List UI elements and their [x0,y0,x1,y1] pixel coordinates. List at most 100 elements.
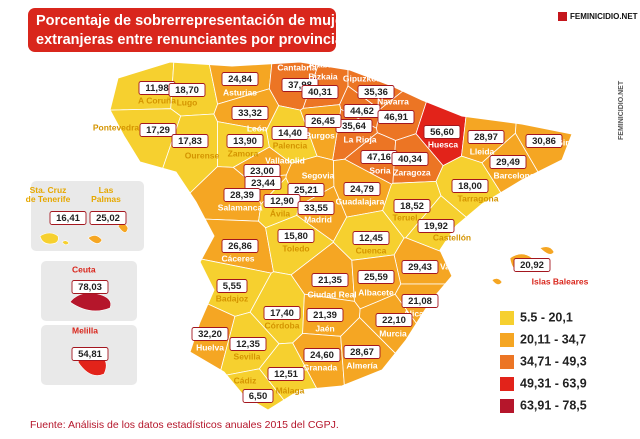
value-label: 30,86 [532,136,556,147]
province-name: Jaén [315,323,334,333]
title-box [28,8,336,52]
watermark: FEMINICIDIO.NET [618,80,625,140]
value-box [271,126,309,140]
value-label: 47,16 [367,152,391,163]
value-label: 28,97 [474,132,498,143]
province-name: Valladolid [265,155,305,165]
province-name: Cádiz [234,375,257,385]
province-name: Gipuzkoa [343,73,382,83]
value-box [377,110,415,124]
value-label: 28,67 [350,347,374,358]
value-box [263,306,301,320]
value-box [303,348,341,362]
province-name: Segovia [302,170,335,180]
value-label: 35,36 [364,87,388,98]
value-box [513,258,551,272]
value-box [89,211,127,225]
province-name: Valencia [440,261,474,271]
province-name: Salamanca [218,202,263,212]
value-box [352,231,390,245]
legend-swatch [500,333,514,347]
province-name: Huesca [428,139,459,149]
province-name: Araba/Álava [308,59,357,69]
value-label: 24,60 [310,350,334,361]
province-name: Lleida [470,146,495,156]
legend-label: 63,91 - 78,5 [520,398,587,412]
value-label: 21,35 [318,275,342,286]
province-name: Barcelona [493,170,534,180]
province [69,292,112,312]
province-name: Cáceres [221,253,254,263]
value-label: 11,98 [145,83,168,94]
value-box [423,125,461,139]
value-label: 40,31 [308,87,332,98]
value-label: 25,21 [294,185,318,196]
value-box [357,85,395,99]
province-name: La Rioja [343,134,376,144]
province-name: Albacete [358,287,394,297]
value-box [357,270,395,284]
value-box [223,188,261,202]
province-name: Alicante [403,308,436,318]
province-name: Ávila [270,208,291,218]
value-label: 26,45 [311,116,335,127]
value-box [277,229,315,243]
value-box [306,308,344,322]
value-label: 33,55 [304,203,328,214]
province-name: Zamora [228,148,259,158]
value-box [231,106,269,120]
value-box [393,199,431,213]
value-label: 18,52 [400,201,424,212]
value-label: 21,08 [408,296,432,307]
province-name: Cantabria [277,62,316,72]
value-label: 12,51 [274,369,298,380]
value-label: 25,02 [96,213,120,224]
legend-label: 34,71 - 49,3 [520,354,587,368]
province-name: Badajoz [216,293,249,303]
province-name: Girona [556,137,584,147]
province-name: Soria [369,165,391,175]
province-name: Guadalajara [336,196,385,206]
legend-swatch [500,311,514,325]
value-box [525,134,563,148]
value-box [71,347,109,361]
province [39,232,70,246]
title-line: Porcentaje de sobrerrepresentación de mu… [36,13,365,29]
value-box [401,260,439,274]
value-label: 13,90 [233,136,257,147]
value-label: 6,50 [249,391,268,402]
value-label: 20,92 [520,260,544,271]
value-label: 16,41 [56,213,80,224]
value-label: 12,90 [270,196,294,207]
value-box [489,155,527,169]
province-name: Madrid [304,214,332,224]
province-name: Asturias [223,87,257,97]
value-box [287,183,325,197]
value-box [297,201,335,215]
value-box [343,345,381,359]
province-name: Las Palmas [91,185,121,204]
value-box [191,327,229,341]
value-box [391,152,429,166]
province-name: Ciudad Real [307,289,356,299]
value-label: 21,39 [313,310,337,321]
legend-swatch [500,399,514,413]
value-label: 24,79 [350,184,374,195]
value-label: 24,84 [228,74,252,85]
value-box [242,389,274,403]
value-label: 23,00 [250,166,274,177]
province-name: Islas Baleares [532,276,589,286]
value-label: 12,35 [236,339,260,350]
value-label: 78,03 [78,282,102,293]
province-name: Bizkaia [308,71,338,81]
logo-icon [558,12,567,21]
province-name: Cuenca [356,245,387,255]
province-name: Málaga [276,385,305,395]
value-label: 17,40 [270,308,294,319]
province-name: Ourense [185,150,220,160]
province-name: Pontevedra [93,122,140,132]
value-box [375,313,413,327]
legend-label: 5.5 - 20,1 [520,310,573,324]
province-name: A Coruña [138,95,176,105]
